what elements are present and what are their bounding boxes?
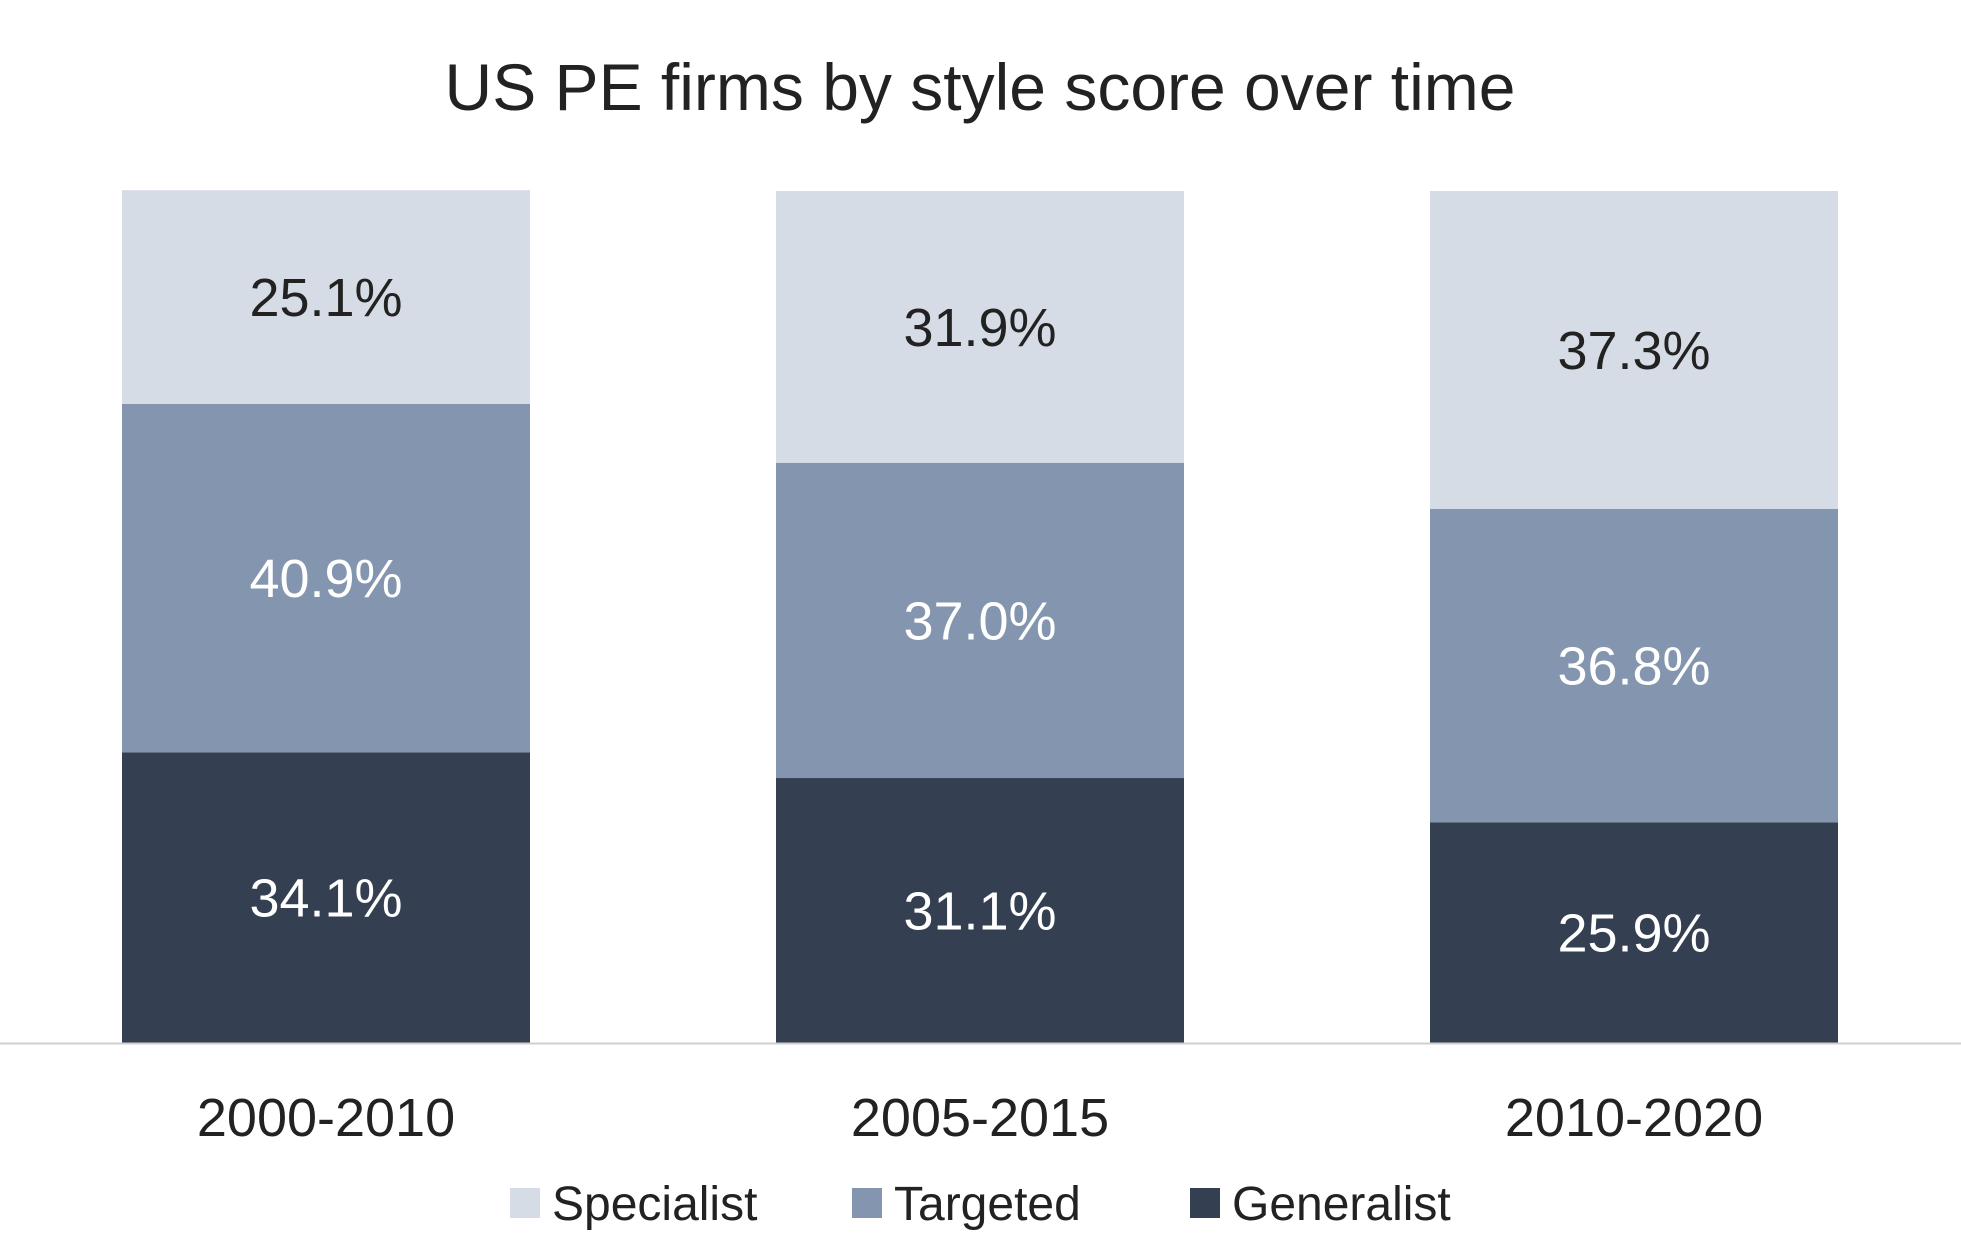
legend-item-specialist: Specialist [510, 1178, 757, 1231]
data-label-generalist-2010-2020: 25.9% [1557, 904, 1710, 964]
bar-generalist-2010-2020 [1430, 822, 1838, 1043]
bar-targeted-2000-2010 [122, 404, 530, 753]
category-label-2005-2015: 2005-2015 [851, 1088, 1109, 1148]
data-label-specialist-2005-2015: 31.9% [903, 298, 1056, 358]
legend-label-specialist: Specialist [552, 1178, 757, 1231]
data-label-targeted-2000-2010: 40.9% [249, 549, 402, 609]
data-label-targeted-2010-2020: 36.8% [1557, 637, 1710, 697]
legend-item-generalist: Generalist [1190, 1178, 1451, 1231]
legend-label-generalist: Generalist [1232, 1178, 1451, 1231]
legend: Specialist Targeted Generalist [510, 1178, 1451, 1231]
bar-specialist-2010-2020 [1430, 191, 1838, 509]
legend-label-targeted: Targeted [894, 1178, 1081, 1231]
category-label-2010-2020: 2010-2020 [1505, 1088, 1763, 1148]
data-label-specialist-2010-2020: 37.3% [1557, 321, 1710, 381]
bar-generalist-2005-2015 [776, 778, 1184, 1043]
legend-swatch-targeted [852, 1188, 882, 1218]
legend-item-targeted: Targeted [852, 1178, 1081, 1231]
category-labels: 2000-2010 2005-2015 2010-2020 [197, 1088, 1763, 1148]
bars-layer: 34.1% 40.9% 25.1% 31.1% 37.0% 31.9% 25.9% 36.8%… [122, 190, 1838, 1043]
data-label-specialist-2000-2010: 25.1% [249, 268, 402, 328]
legend-swatch-specialist [510, 1188, 540, 1218]
category-label-2000-2010: 2000-2010 [197, 1088, 455, 1148]
bar-specialist-2005-2015 [776, 191, 1184, 463]
data-label-targeted-2005-2015: 37.0% [903, 591, 1056, 651]
bar-targeted-2005-2015 [776, 462, 1184, 779]
bar-targeted-2010-2020 [1430, 508, 1838, 823]
data-label-generalist-2005-2015: 31.1% [903, 882, 1056, 942]
bar-generalist-2000-2010 [122, 752, 530, 1043]
bar-specialist-2000-2010 [122, 190, 530, 404]
data-label-generalist-2000-2010: 34.1% [249, 869, 402, 929]
chart-title: US PE firms by style score over time [445, 50, 1516, 124]
legend-swatch-generalist [1190, 1188, 1220, 1218]
